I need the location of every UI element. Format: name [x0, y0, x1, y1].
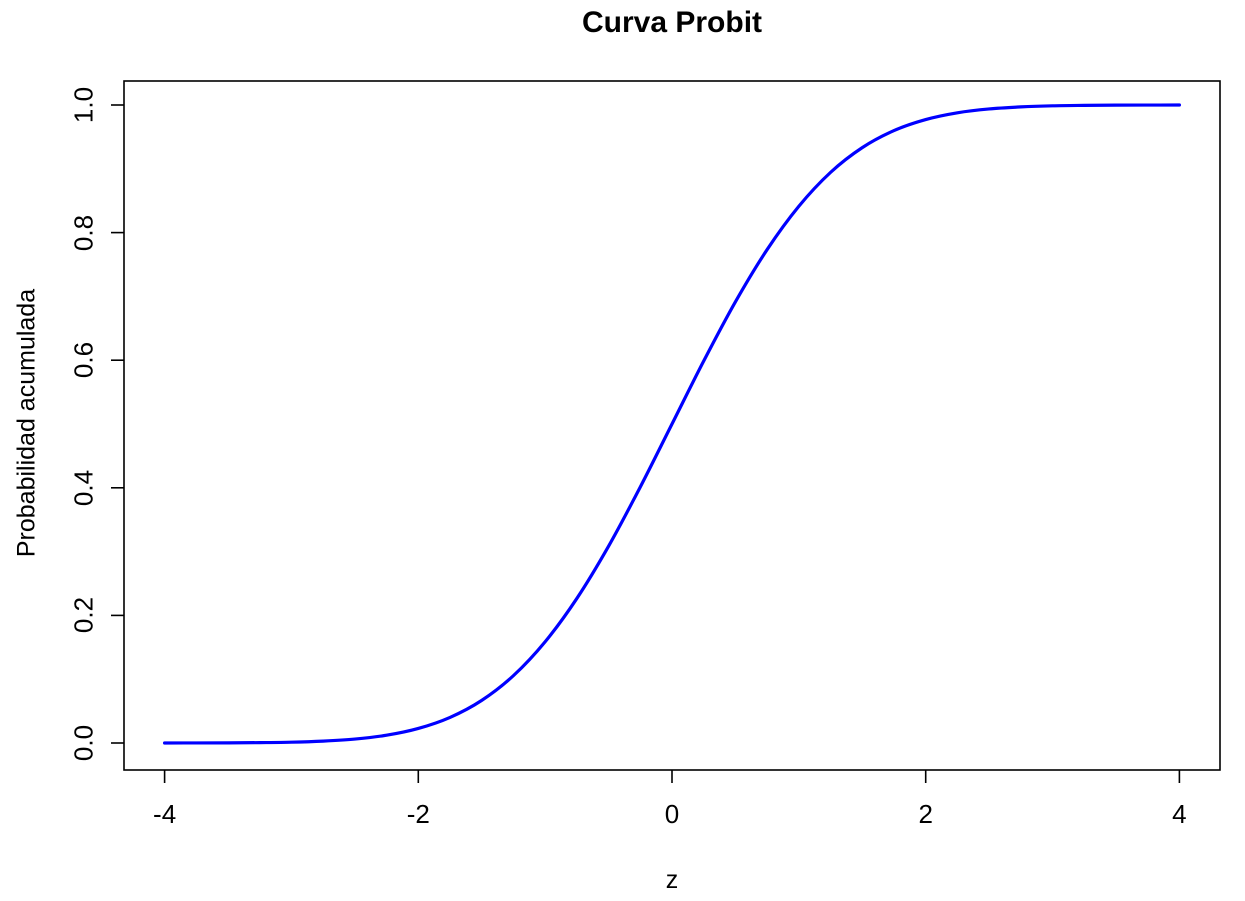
y-tick-label: 0.2 — [68, 597, 99, 634]
probit-curve — [163, 103, 1181, 745]
x-tick-label: 0 — [664, 799, 680, 829]
x-tick-label: 2 — [918, 799, 933, 829]
y-tick-label: 0.6 — [68, 342, 99, 379]
x-tick-label: 4 — [1172, 799, 1187, 829]
y-tick-label: 0.0 — [68, 724, 99, 762]
x-axis-label: z — [665, 866, 679, 894]
y-tick-label: 1.0 — [68, 86, 99, 124]
x-tick-label: -2 — [406, 799, 430, 829]
x-tick-label: -4 — [153, 799, 177, 829]
y-tick-label: 0.4 — [68, 469, 99, 506]
chart-title: Curva Probit — [581, 6, 763, 39]
y-tick-label: 0.8 — [68, 214, 99, 251]
y-axis-label: Probabilidad acumulada — [12, 288, 41, 558]
